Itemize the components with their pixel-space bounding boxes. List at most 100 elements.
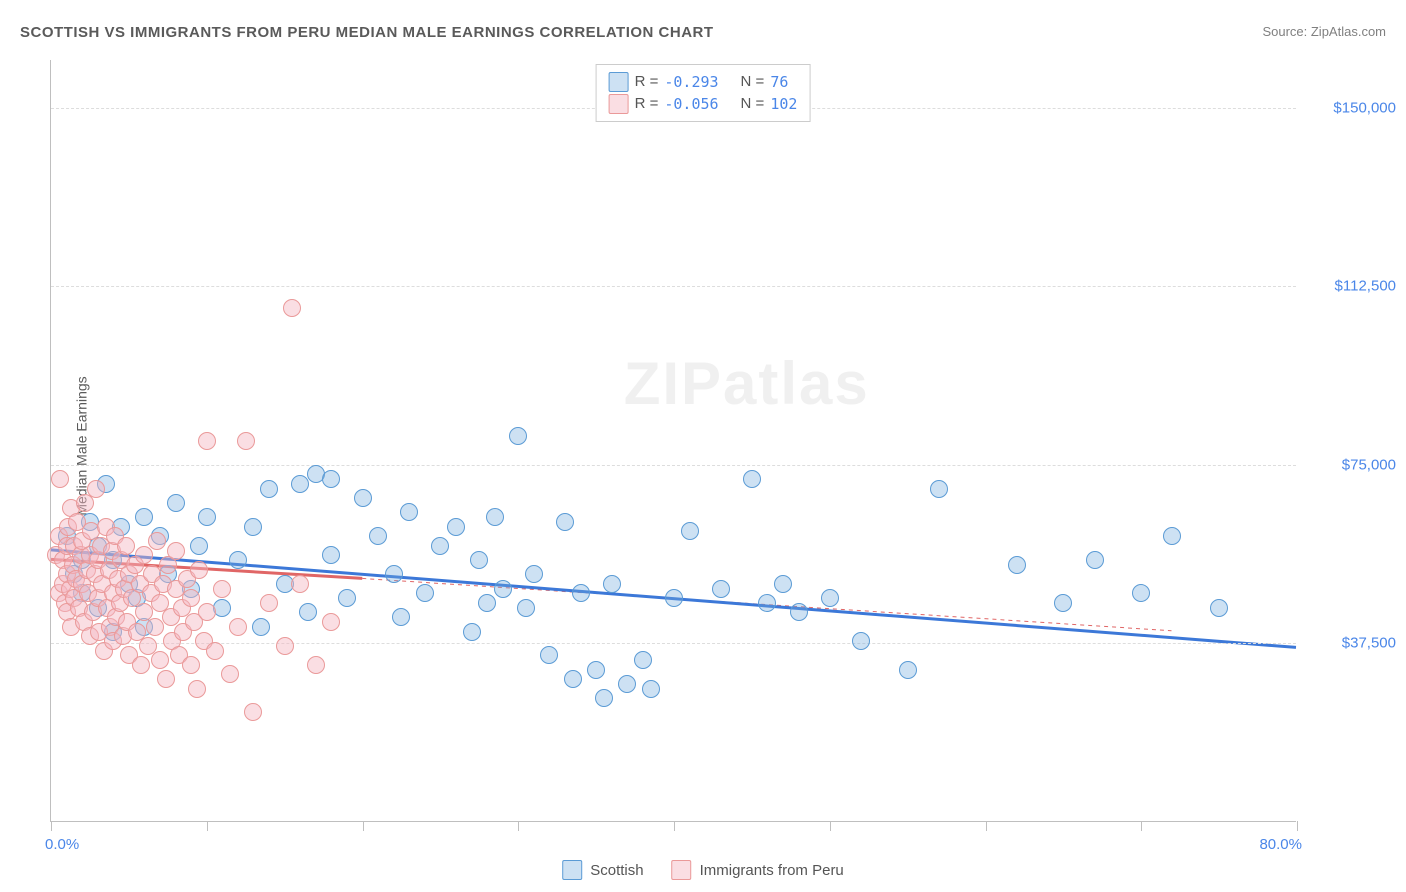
r-label: R = [635,71,659,93]
data-point [400,503,418,521]
data-point [338,589,356,607]
data-point [1210,599,1228,617]
data-point [260,480,278,498]
data-point [182,589,200,607]
n-label: N = [741,71,765,93]
data-point [642,680,660,698]
series-legend: Scottish Immigrants from Peru [562,860,844,880]
legend-item-peru: Immigrants from Peru [672,860,844,880]
data-point [595,689,613,707]
data-point [618,675,636,693]
data-point [369,527,387,545]
r-value-scottish: -0.293 [664,71,718,93]
data-point [213,580,231,598]
data-point [470,551,488,569]
data-point [431,537,449,555]
data-point [354,489,372,507]
data-point [322,613,340,631]
data-point [291,575,309,593]
legend-row-peru: R = -0.056 N = 102 [609,93,798,115]
data-point [182,656,200,674]
data-point [603,575,621,593]
data-point [322,470,340,488]
data-point [252,618,270,636]
data-point [486,508,504,526]
data-point [157,670,175,688]
data-point [307,656,325,674]
data-point [494,580,512,598]
data-point [167,494,185,512]
data-point [899,661,917,679]
data-point [135,508,153,526]
data-point [87,480,105,498]
data-point [517,599,535,617]
source-credit: Source: ZipAtlas.com [1262,24,1386,39]
data-point [712,580,730,598]
data-point [229,618,247,636]
n-value-peru: 102 [770,93,797,115]
n-label: N = [741,93,765,115]
data-point [930,480,948,498]
data-point [167,542,185,560]
data-point [665,589,683,607]
data-point [117,537,135,555]
x-axis-start: 0.0% [45,836,79,853]
data-point [132,656,150,674]
data-point [260,594,278,612]
legend-label: Immigrants from Peru [700,862,844,879]
data-point [392,608,410,626]
data-point [564,670,582,688]
y-tick-label: $37,500 [1306,635,1396,652]
data-point [244,703,262,721]
data-point [151,651,169,669]
data-point [572,584,590,602]
data-point [821,589,839,607]
data-point [299,603,317,621]
data-point [556,513,574,531]
correlation-legend: R = -0.293 N = 76 R = -0.056 N = 102 [596,64,811,122]
data-point [190,561,208,579]
data-point [743,470,761,488]
data-point [135,546,153,564]
data-point [276,637,294,655]
y-tick-label: $112,500 [1306,278,1396,295]
legend-row-scottish: R = -0.293 N = 76 [609,71,798,93]
data-point [188,680,206,698]
data-point [148,532,166,550]
data-point [198,432,216,450]
data-point [237,432,255,450]
y-tick-label: $150,000 [1306,99,1396,116]
data-point [852,632,870,650]
data-point [509,427,527,445]
data-point [190,537,208,555]
chart-title: SCOTTISH VS IMMIGRANTS FROM PERU MEDIAN … [20,24,714,41]
data-point [244,518,262,536]
data-point [1163,527,1181,545]
data-point [385,565,403,583]
data-point [51,470,69,488]
data-point [774,575,792,593]
n-value-scottish: 76 [770,71,788,93]
plot-area: ZIPatlas $37,500$75,000$112,500$150,0000… [50,60,1296,822]
data-point [758,594,776,612]
r-value-peru: -0.056 [664,93,718,115]
r-label: R = [635,93,659,115]
data-point [681,522,699,540]
data-point [416,584,434,602]
data-point [1132,584,1150,602]
data-point [283,299,301,317]
x-axis-end: 80.0% [1259,836,1302,853]
data-point [634,651,652,669]
data-point [198,603,216,621]
legend-label: Scottish [590,862,643,879]
data-point [221,665,239,683]
data-point [322,546,340,564]
data-point [229,551,247,569]
data-point [790,603,808,621]
swatch-peru [672,860,692,880]
data-point [1008,556,1026,574]
data-point [213,599,231,617]
data-point [1054,594,1072,612]
data-point [463,623,481,641]
swatch-peru [609,94,629,114]
